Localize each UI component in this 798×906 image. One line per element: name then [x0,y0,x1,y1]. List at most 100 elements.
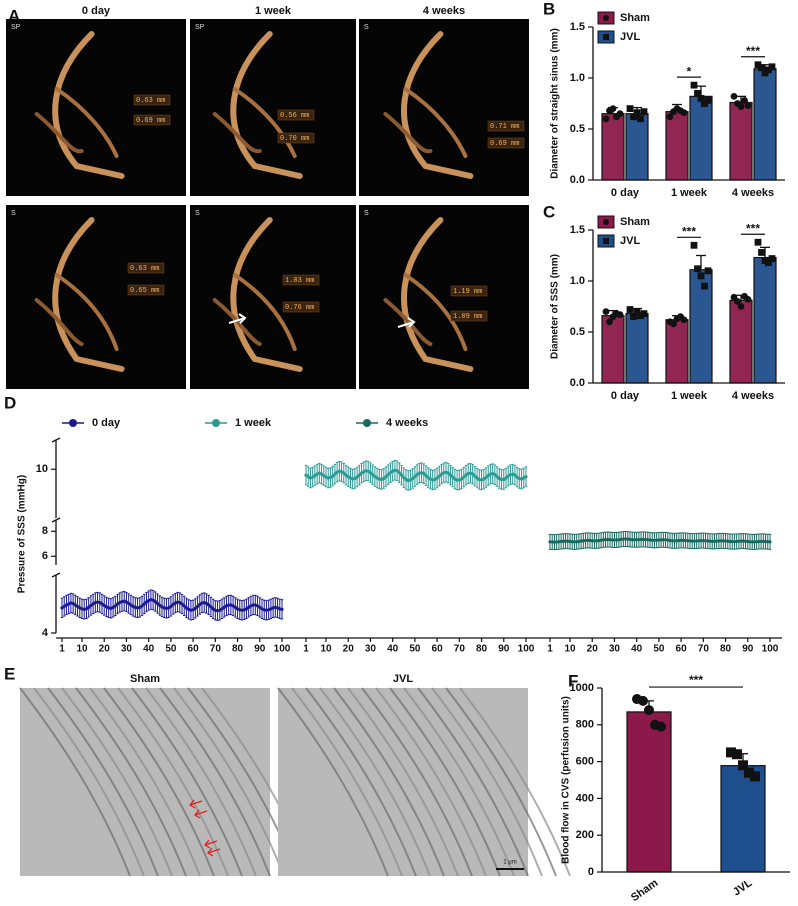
data-point [730,92,738,100]
tissue-fiber [277,687,389,877]
measurement-box [127,284,165,296]
bar [689,269,713,384]
legend-label: JVL [620,235,640,247]
vessel-render [383,217,474,372]
data-point [726,747,736,758]
venography-image [190,19,356,196]
tissue-fiber [47,687,159,877]
x-tick-label: 50 [409,644,421,655]
vessel-render [212,31,303,179]
venography-image [190,205,356,389]
y-axis-label: Diameter of straight sinus (mm) [550,28,561,179]
y-tick-label: 1000 [570,682,594,694]
x-tick-label: 70 [210,644,222,655]
bar [729,101,753,181]
y-tick-label: 10 [36,463,48,475]
vessel [54,273,119,351]
tissue-fiber [33,687,145,877]
y-tick-label: 4 [42,627,49,639]
legend-marker [69,419,77,427]
bar [753,68,777,181]
series-line [61,599,283,612]
arrow [397,317,416,328]
measurement-box [133,114,171,126]
panel-letter: D [4,393,16,412]
tissue-fiber [417,687,529,877]
x-tick-label: 90 [742,644,754,655]
y-tick-label: 1.0 [570,275,585,287]
x-tick-label: 100 [518,644,535,655]
bar [665,111,689,181]
vessel [383,112,433,154]
data-point [697,95,705,102]
x-tick-label: 70 [698,644,710,655]
data-point [638,695,648,706]
vessel [403,87,468,158]
x-tick-label: 0 day [611,187,640,199]
measurement: 0.71 mm [490,123,519,131]
data-point [761,257,769,264]
data-point [626,306,634,313]
vessel [52,31,125,179]
data-point [758,64,765,72]
bar [720,765,766,873]
vessel-render [212,217,303,372]
bar [601,113,625,181]
measurement-box [277,132,315,144]
data-point [644,705,654,716]
orientation-label: S [364,24,369,31]
vessel [212,298,262,346]
data-point [637,115,644,123]
y-tick-label: 0 [588,866,594,878]
legend-label: Sham [620,12,650,24]
data-point [732,749,742,760]
data-point [616,311,624,319]
legend-label: JVL [620,31,640,43]
data-point [741,97,748,104]
data-point [670,320,677,328]
tem-image [278,688,528,876]
measurement-box [282,274,320,286]
vessel [230,31,303,179]
orientation-label: SP [195,24,205,31]
x-tick-label: JVL [731,877,755,899]
x-tick-label: 100 [762,644,779,655]
orientation-label: S [11,210,16,217]
series-1 [304,459,528,491]
data-point [701,282,708,290]
x-tick-label: 30 [609,644,621,655]
data-point [602,308,610,315]
y-tick-label: 8 [42,525,48,537]
measurement: 0.65 mm [130,287,159,295]
tissue-fiber [89,687,201,877]
data-point [690,81,698,89]
red-arrow [204,839,218,849]
x-tick-label: 70 [454,644,466,655]
tissue-fiber [19,687,131,877]
x-tick-label: 60 [188,644,200,655]
x-tick-label: 10 [76,644,88,655]
tissue-fiber [103,687,215,877]
vessel-render [34,217,125,372]
tissue-fiber [131,687,243,877]
tissue-fiber [61,687,173,877]
x-tick-label: 80 [476,644,488,655]
x-tick-label: 80 [232,644,244,655]
venography-image [359,205,529,389]
measurement: 1.09 mm [453,313,482,321]
data-point [609,105,617,112]
orientation-label: S [195,210,200,217]
y-tick-label: 6 [42,550,48,562]
image-label: JVL [393,673,413,685]
significance: *** [682,224,696,238]
x-tick-label: 80 [720,644,732,655]
data-point [738,760,748,771]
tissue-fiber [459,687,571,877]
y-tick-label: 1.5 [570,224,585,236]
vessel [401,31,474,179]
orientation-label: SP [11,24,21,31]
data-point [737,303,745,310]
measurement-box [277,109,315,121]
x-tick-label: 30 [121,644,133,655]
bar [753,256,777,384]
